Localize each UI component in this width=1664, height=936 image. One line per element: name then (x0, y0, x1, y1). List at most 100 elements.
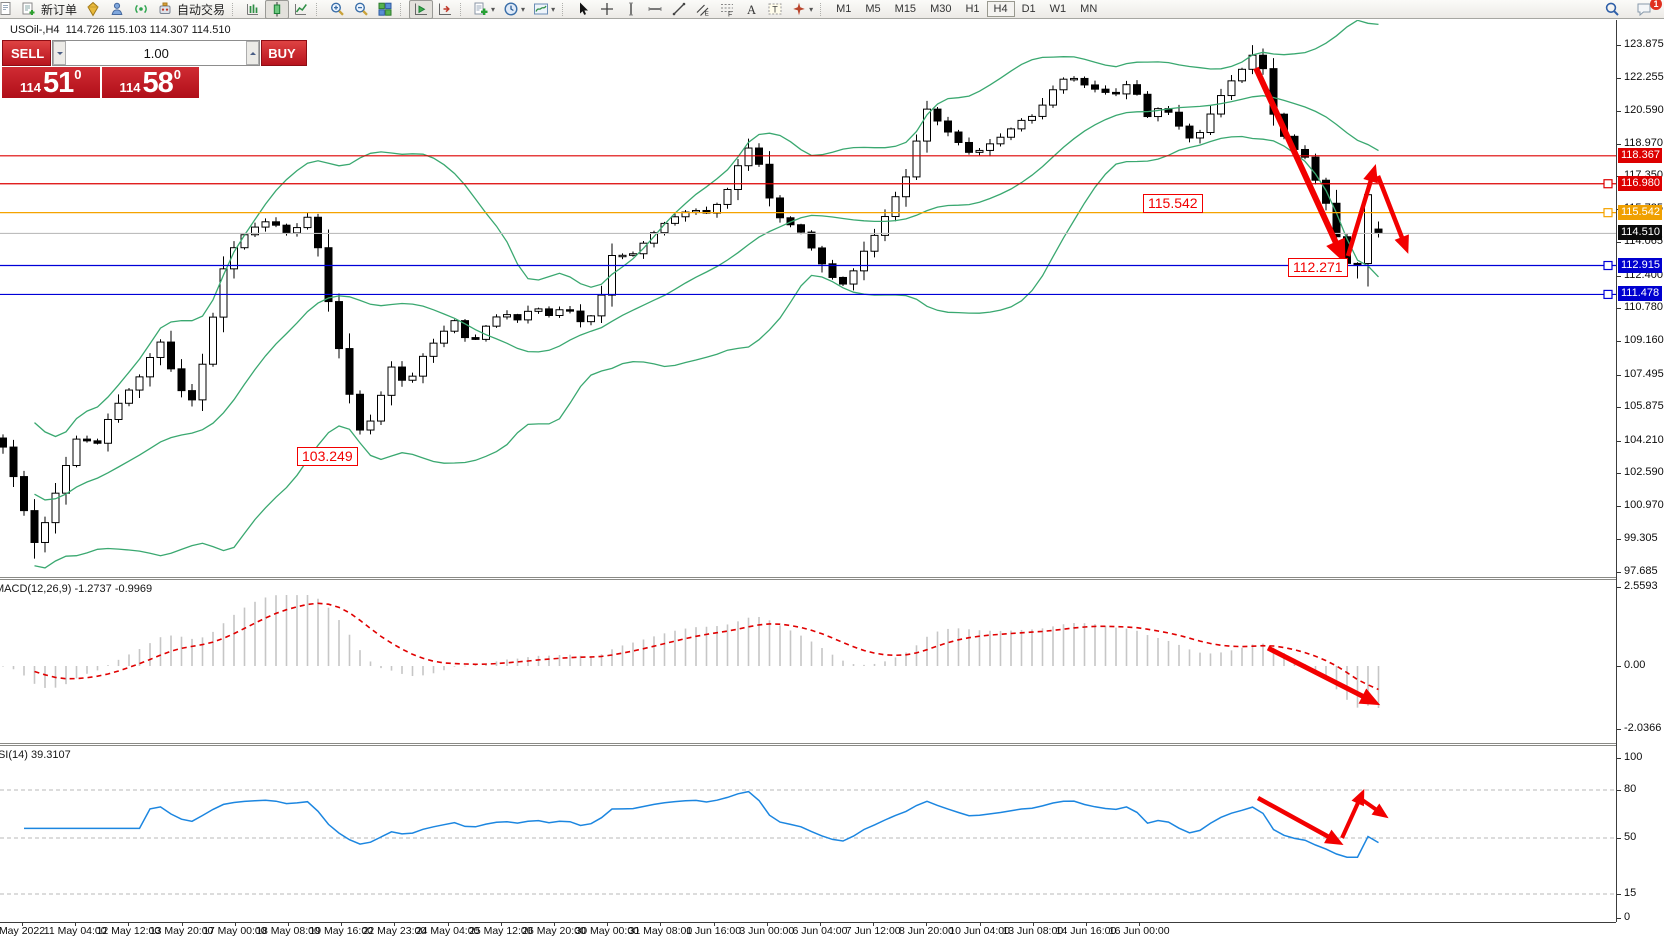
line-chart-icon (293, 1, 309, 17)
axis-tick (1617, 45, 1621, 46)
vertical-line-button[interactable] (619, 0, 643, 19)
timeframe-d1-button[interactable]: D1 (1021, 3, 1036, 15)
channel-button[interactable]: E (691, 0, 715, 19)
rsi-tick-label: 15 (1624, 887, 1637, 899)
time-tick (500, 923, 502, 926)
tile-windows-button[interactable] (373, 0, 397, 19)
candle-chart-button[interactable] (265, 0, 290, 19)
time-tick (288, 923, 289, 926)
crosshair-button[interactable] (595, 0, 619, 19)
trend-arrow[interactable] (1256, 796, 1344, 846)
timeframe-h4-button[interactable]: H4 (986, 1, 1015, 17)
dropdown-caret[interactable]: ▾ (809, 4, 814, 14)
timeframe-mn-button[interactable]: MN (1080, 3, 1098, 15)
panel-separator[interactable] (0, 577, 1664, 578)
price-line-flag: 115.542 (1618, 204, 1662, 220)
new-order-button[interactable]: 新订单 (17, 0, 81, 19)
seal-icon (85, 1, 101, 17)
sell-price[interactable]: 114 51 0 (2, 67, 100, 98)
templates-button[interactable]: ▾ (529, 0, 559, 19)
trend-arrow[interactable] (1253, 66, 1346, 264)
chart-shift-button[interactable] (433, 0, 457, 19)
price-tick-label: 102.590 (1624, 466, 1664, 479)
price-tick-label: 110.780 (1624, 301, 1663, 314)
trend-arrow[interactable] (1266, 645, 1381, 706)
timeframe-m5-button[interactable]: M5 (865, 3, 881, 15)
autotrade-button[interactable]: 自动交易 (153, 0, 229, 19)
accounts-button[interactable] (105, 0, 129, 19)
market-watch-button[interactable] (81, 0, 105, 19)
line-handle[interactable] (1603, 179, 1613, 189)
volume-increase-button[interactable] (246, 41, 260, 65)
text-button[interactable]: A (739, 0, 763, 19)
zoom-out-button[interactable] (349, 0, 373, 19)
price-annotation[interactable]: 112.271 (1288, 258, 1348, 277)
timeframe-m15-button[interactable]: M15 (894, 3, 917, 15)
buy-price[interactable]: 114 58 0 (101, 67, 199, 98)
line-handle[interactable] (1603, 289, 1613, 300)
time-axis-label: May 2022 (0, 925, 46, 936)
panel-separator[interactable] (0, 743, 1664, 744)
trend-arrow[interactable] (1340, 788, 1365, 839)
new-order-button-label: 新订单 (41, 2, 78, 17)
timeframe-m1-button[interactable]: M1 (836, 3, 852, 15)
macd-tick-label: -2.0366 (1624, 722, 1662, 735)
price-annotation[interactable]: 103.249 (297, 447, 358, 466)
panel-separator (0, 579, 1664, 580)
indicators-button[interactable]: ▾ (469, 0, 499, 19)
dropdown-caret[interactable]: ▾ (521, 4, 526, 14)
trade-widget-top-row: SELL BUY (2, 40, 307, 66)
auto-scroll-button[interactable] (409, 0, 434, 19)
timeframe-m30-button[interactable]: M30 (930, 3, 952, 15)
periods-button[interactable]: ▾ (499, 0, 529, 19)
search-button[interactable] (1600, 0, 1624, 19)
price-tick-label: 109.160 (1624, 334, 1664, 347)
cursor-button[interactable] (571, 0, 595, 19)
trend-arrow[interactable] (1375, 175, 1409, 254)
signals-button[interactable] (129, 0, 153, 19)
price-annotation[interactable]: 115.542 (1143, 194, 1203, 213)
trend-arrow[interactable] (1345, 163, 1378, 257)
rsi-label: RSI(14) 39.3107 (0, 749, 71, 761)
bar-chart-button[interactable] (241, 0, 265, 19)
trend-arrow[interactable] (1356, 795, 1389, 819)
chat-button[interactable]: 1 (1632, 0, 1662, 19)
axis-tick (1617, 275, 1621, 277)
horizontal-line-button[interactable] (643, 0, 667, 19)
line-handle[interactable] (1603, 260, 1613, 271)
rsi-indicator-plot[interactable] (0, 746, 1664, 922)
dropdown-caret[interactable]: ▾ (491, 4, 496, 14)
volume-input[interactable] (66, 41, 247, 65)
line-handle[interactable] (1603, 208, 1613, 218)
fibonacci-button[interactable]: F (715, 0, 739, 19)
arrow-objects-button[interactable]: ▾ (787, 0, 817, 19)
sell-button[interactable]: SELL (2, 40, 52, 66)
sell-price-prefix: 114 (20, 80, 41, 95)
trendline-button[interactable] (667, 0, 691, 19)
line-chart-button[interactable] (289, 0, 313, 19)
time-axis-label: 6 Jun 04:00 (792, 925, 848, 936)
zoom-in-button[interactable] (325, 0, 349, 19)
candle-chart-icon (269, 1, 285, 17)
macd-signal-line (34, 602, 1379, 691)
new-order-doc-button[interactable] (0, 0, 17, 19)
price-line-flag: 112.915 (1618, 257, 1662, 273)
horizontal-price-lines[interactable] (0, 155, 1616, 300)
timeframe-w1-button[interactable]: W1 (1049, 3, 1067, 15)
time-axis-label: 11 May 04:00 (43, 925, 107, 936)
svg-text:T: T (772, 5, 778, 15)
macd-label: MACD(12,26,9) -1.2737 -0.9969 (0, 583, 153, 595)
main-chart-plot[interactable] (0, 20, 1664, 577)
macd-indicator-plot[interactable] (0, 580, 1664, 743)
time-axis[interactable]: May 2022 11 May 04:00 12 May 12:00 13 May 2… (0, 922, 1616, 936)
text-label-button[interactable]: T (763, 0, 787, 19)
price-axis-gutter[interactable]: 123.875122.255120.590118.970117.350115.7… (1616, 20, 1664, 923)
timeframe-h1-button[interactable]: H1 (965, 3, 980, 15)
time-axis-label: 10 Jun 04:00 (949, 925, 1010, 936)
dropdown-caret[interactable]: ▾ (551, 4, 556, 14)
time-axis-label: 25 May 12:00 (468, 925, 533, 936)
buy-button[interactable]: BUY (261, 40, 307, 66)
volume-decrease-button[interactable] (53, 41, 67, 65)
time-tick (979, 923, 981, 926)
